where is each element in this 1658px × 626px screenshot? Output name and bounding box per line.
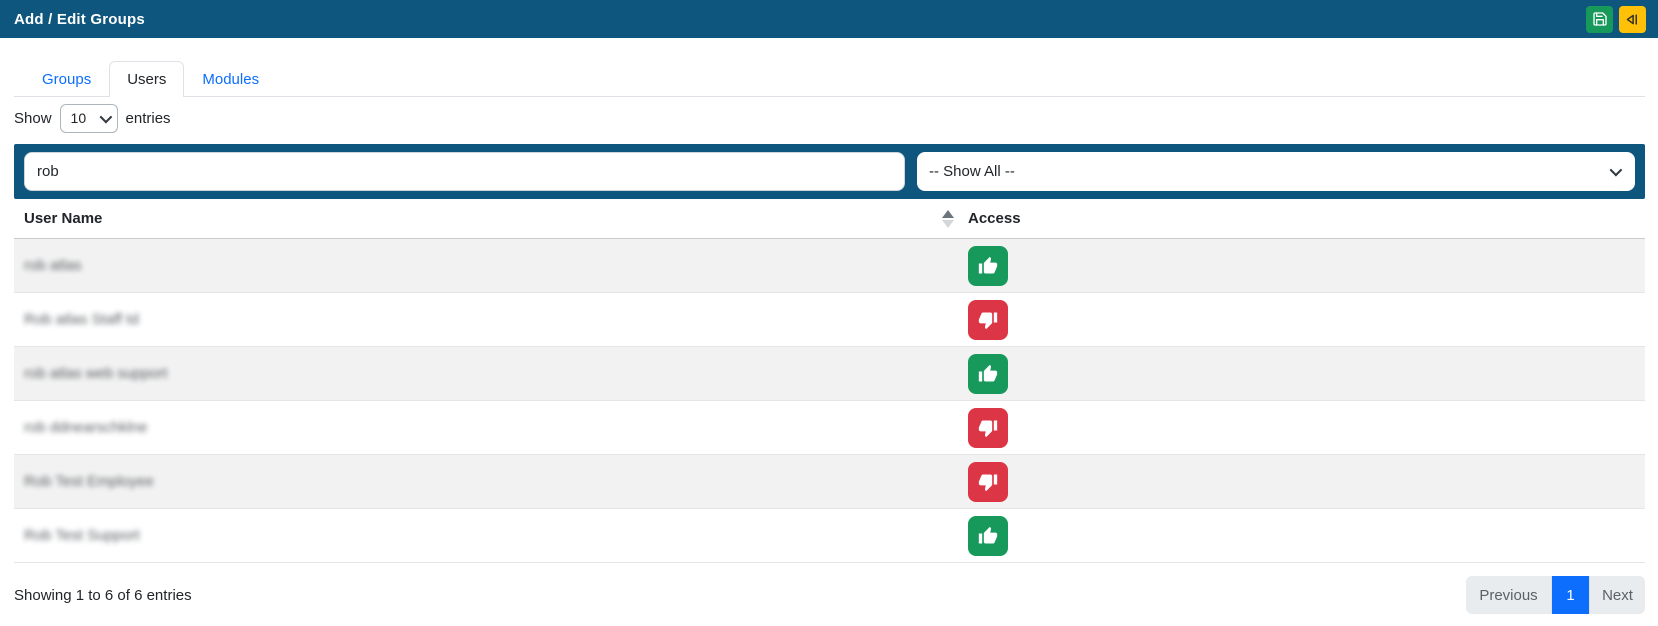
pagination-page-1-button[interactable]: 1 — [1552, 576, 1589, 614]
access-filter-value: -- Show All -- — [929, 163, 1015, 180]
table-row: Rob atlas Staff td — [14, 293, 1645, 347]
user-search-input[interactable] — [24, 152, 905, 191]
access-filter-select[interactable]: -- Show All -- — [917, 152, 1635, 191]
user-name-text: Rob Test Support — [24, 527, 140, 544]
user-name-text: rob atlas — [24, 257, 82, 274]
page-length-row: Show 10 entries — [14, 103, 1645, 133]
save-icon — [1592, 11, 1608, 27]
tab-bar: Groups Users Modules — [14, 56, 1645, 97]
access-toggle-button[interactable] — [968, 353, 1008, 394]
user-name-header-label: User Name — [24, 210, 103, 227]
chevron-down-icon — [1609, 163, 1623, 177]
sort-desc-arrow-icon — [942, 219, 954, 228]
sort-icon[interactable] — [942, 209, 954, 228]
user-name-text: rob atlas web support — [24, 365, 168, 382]
column-header-access: Access — [968, 210, 1021, 228]
tab-modules[interactable]: Modules — [202, 71, 260, 88]
pagination: Previous 1 Next — [1466, 576, 1645, 614]
save-button[interactable] — [1586, 5, 1613, 33]
table-row: rob ddnearschklne — [14, 401, 1645, 455]
sort-asc-arrow-icon — [942, 209, 954, 218]
chevron-down-icon — [99, 110, 112, 123]
table-row: rob atlas — [14, 239, 1645, 293]
main-content: Groups Users Modules Show 10 entries -- … — [14, 56, 1645, 614]
title-bar-actions — [1586, 5, 1646, 33]
tab-users[interactable]: Users — [109, 61, 185, 97]
page-length-value: 10 — [70, 110, 87, 126]
back-icon — [1625, 12, 1640, 27]
user-name-text: rob ddnearschklne — [24, 419, 148, 436]
title-bar: Add / Edit Groups — [0, 0, 1658, 38]
access-toggle-button[interactable] — [968, 461, 1008, 502]
user-name-text: Rob Test Employee — [24, 473, 154, 490]
tab-groups[interactable]: Groups — [42, 71, 92, 88]
column-header-user-name[interactable]: User Name — [24, 209, 968, 228]
table-row: Rob Test Employee — [14, 455, 1645, 509]
show-label: Show — [14, 109, 52, 127]
access-header-label: Access — [968, 209, 1021, 227]
table-header-row: User Name Access — [14, 199, 1645, 239]
access-toggle-button[interactable] — [968, 299, 1008, 340]
page-title: Add / Edit Groups — [14, 10, 145, 28]
access-toggle-button[interactable] — [968, 515, 1008, 556]
access-toggle-button[interactable] — [968, 245, 1008, 286]
access-toggle-button[interactable] — [968, 407, 1008, 448]
table-row: rob atlas web support — [14, 347, 1645, 401]
entries-label: entries — [125, 109, 171, 127]
table-footer: Showing 1 to 6 of 6 entries Previous 1 N… — [14, 576, 1645, 614]
table-row: Rob Test Support — [14, 509, 1645, 563]
filter-band: -- Show All -- — [14, 144, 1645, 199]
page-length-select[interactable]: 10 — [59, 103, 118, 133]
user-name-text: Rob atlas Staff td — [24, 311, 139, 328]
entries-info-text: Showing 1 to 6 of 6 entries — [14, 586, 192, 604]
back-button[interactable] — [1619, 5, 1646, 33]
pagination-previous-button[interactable]: Previous — [1466, 576, 1552, 614]
pagination-next-button[interactable]: Next — [1589, 576, 1645, 614]
